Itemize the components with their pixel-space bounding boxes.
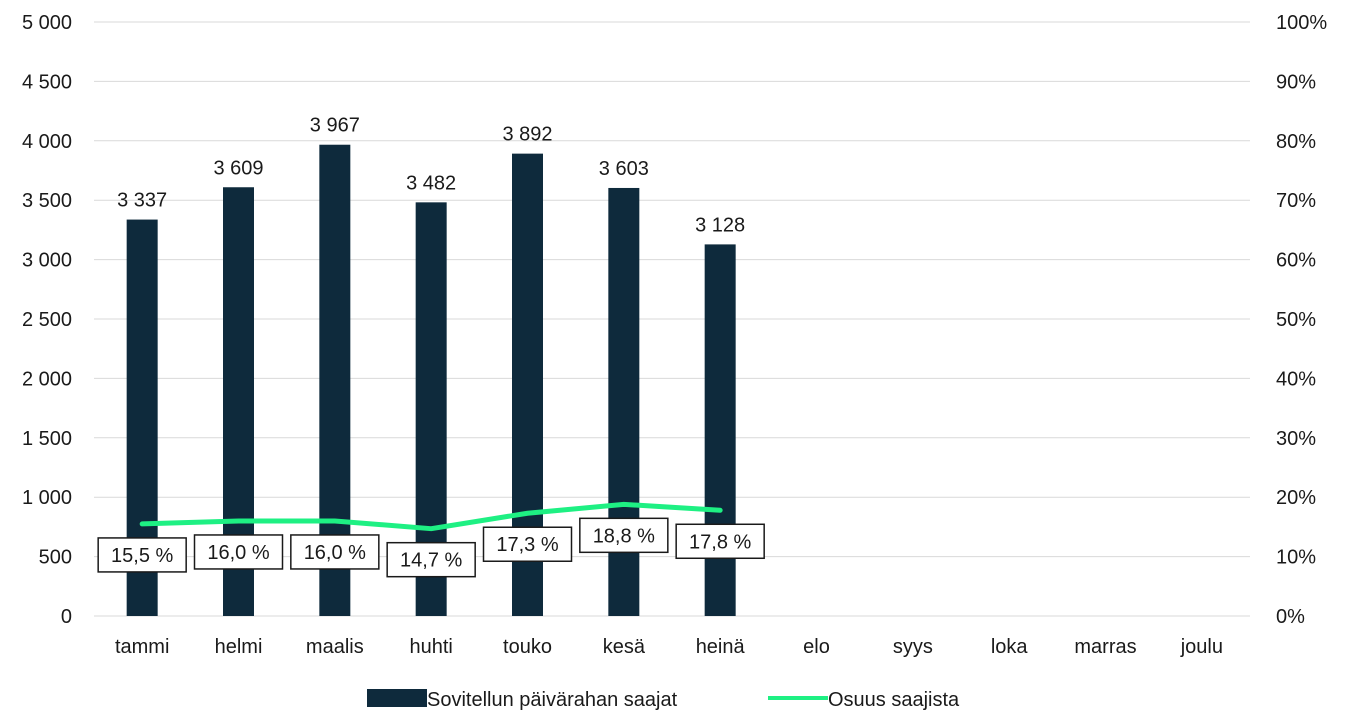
- bar-data-label: 3 603: [599, 158, 649, 180]
- left-tick-label: 2 000: [22, 368, 72, 390]
- line-data-label-group: 16,0 %: [290, 534, 380, 570]
- x-axis-tick-labels: tammi helmi maalis huhti touko kesä heinä elo sy…: [115, 636, 1223, 658]
- legend-line-label: Osuus saajista: [828, 689, 960, 711]
- line-data-label-box: [386, 541, 476, 578]
- line-data-labels: 15,5 % 16,0 % 16,0 % 14,7 % 17,3 % 18,8 % 17,8…: [97, 517, 765, 578]
- line-data-label: 17,3 %: [496, 534, 558, 556]
- gridlines: [94, 21, 1250, 617]
- line-data-label-group: 15,5 %: [97, 537, 187, 573]
- bar-data-label: 3 337: [117, 190, 167, 212]
- x-tick-label: tammi: [115, 636, 169, 658]
- line-data-label-box: [97, 537, 187, 573]
- right-tick-label: 0%: [1276, 606, 1305, 628]
- bar-data-label: 3 482: [406, 172, 456, 194]
- line-data-label-box: [579, 517, 669, 554]
- x-tick-label: syys: [893, 636, 933, 658]
- left-tick-label: 5 000: [22, 12, 72, 34]
- left-tick-label: 4 500: [22, 71, 72, 93]
- right-tick-label: 20%: [1276, 487, 1316, 509]
- left-tick-label: 4 000: [22, 131, 72, 153]
- x-tick-label: touko: [503, 636, 552, 658]
- bar: [704, 244, 736, 616]
- bar-data-label: 3 609: [213, 157, 263, 179]
- right-tick-label: 40%: [1276, 368, 1316, 390]
- legend-bar-label: Sovitellun päivärahan saajat: [427, 689, 678, 711]
- x-tick-label: heinä: [696, 636, 746, 658]
- x-tick-label: kesä: [603, 636, 646, 658]
- right-tick-label: 10%: [1276, 547, 1316, 569]
- legend: Sovitellun päivärahan saajat Osuus saaji…: [367, 689, 960, 711]
- x-tick-label: joulu: [1180, 636, 1223, 658]
- right-tick-label: 100%: [1276, 12, 1327, 34]
- line-data-label: 17,8 %: [689, 531, 751, 553]
- line-data-label-group: 14,7 %: [386, 541, 476, 578]
- line-data-label-box: [482, 526, 573, 562]
- line-data-label: 18,8 %: [593, 525, 655, 547]
- share-line: [139, 501, 723, 532]
- right-tick-label: 50%: [1276, 309, 1316, 331]
- line-data-label-group: 16,0 %: [193, 534, 284, 570]
- bar-data-labels: 3 337 3 609 3 967 3 482 3 892 3 603 3 128: [117, 115, 745, 237]
- right-tick-label: 90%: [1276, 71, 1316, 93]
- right-tick-label: 30%: [1276, 428, 1316, 450]
- left-tick-label: 1 500: [22, 428, 72, 450]
- line-data-label-group: 17,8 %: [675, 523, 765, 560]
- left-tick-label: 3 000: [22, 250, 72, 272]
- x-tick-label: marras: [1074, 636, 1136, 658]
- line-data-label: 15,5 %: [111, 545, 173, 567]
- left-tick-label: 1 000: [22, 487, 72, 509]
- right-tick-label: 60%: [1276, 250, 1316, 272]
- x-tick-label: helmi: [215, 636, 263, 658]
- bar-data-label: 3 892: [502, 124, 552, 146]
- line-data-label: 14,7 %: [400, 550, 462, 572]
- left-axis-tick-labels: 0 500 1 000 1 500 2 000 2 500 3 000 3 500 4 000 4…: [22, 12, 72, 628]
- right-axis-tick-labels: 0% 10% 20% 30% 40% 50% 60% 70% 80% 90% 100%: [1276, 12, 1327, 628]
- x-tick-label: huhti: [409, 636, 452, 658]
- right-tick-label: 80%: [1276, 131, 1316, 153]
- x-tick-label: maalis: [306, 636, 364, 658]
- line-data-label-group: 17,3 %: [482, 526, 573, 562]
- line-data-label: 16,0 %: [304, 542, 366, 564]
- right-tick-label: 70%: [1276, 190, 1316, 212]
- x-tick-label: loka: [991, 636, 1029, 658]
- bar-data-label: 3 128: [695, 214, 745, 236]
- left-tick-label: 500: [39, 547, 72, 569]
- x-tick-label: elo: [803, 636, 830, 658]
- line-series: [139, 501, 723, 532]
- line-data-label-box: [290, 534, 380, 570]
- bar-data-label: 3 967: [310, 115, 360, 137]
- left-tick-label: 2 500: [22, 309, 72, 331]
- left-tick-label: 3 500: [22, 190, 72, 212]
- left-tick-label: 0: [61, 606, 72, 628]
- legend-bar-swatch: [367, 689, 427, 707]
- line-data-label-box: [193, 534, 284, 570]
- line-data-label-box: [675, 523, 765, 560]
- line-data-label-group: 18,8 %: [579, 517, 669, 554]
- line-data-label: 16,0 %: [207, 542, 269, 564]
